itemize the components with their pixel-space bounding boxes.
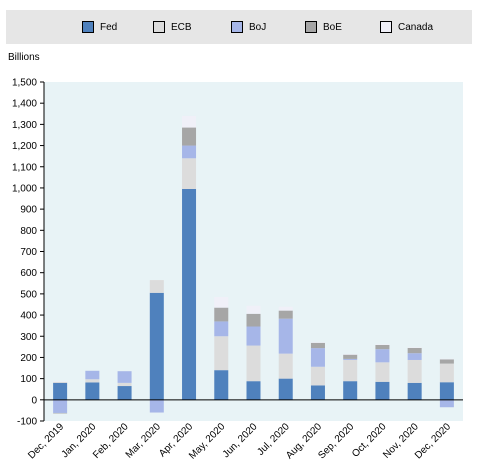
bar-segment-canada — [214, 297, 229, 308]
bar-segment-boj — [85, 370, 100, 380]
bar-segment-fed — [343, 381, 358, 400]
bar-segment-fed — [439, 382, 454, 400]
y-tick-label: -100 — [17, 417, 37, 428]
y-tick-label: 900 — [20, 205, 37, 216]
y-tick-label: 200 — [20, 353, 37, 364]
bar-segment-ecb — [53, 381, 68, 383]
legend-item-boe: BoE — [305, 19, 342, 35]
legend-label: Canada — [398, 21, 434, 33]
bar-segment-boj — [117, 371, 132, 383]
bar-segment-boj — [343, 358, 358, 360]
legend-label: Fed — [100, 21, 118, 33]
bar-segment-ecb — [343, 359, 358, 382]
bar-segment-boj — [375, 349, 390, 363]
legend-item-boj: BoJ — [231, 19, 266, 35]
bar-segment-boj — [182, 145, 197, 159]
y-tick-label: 700 — [20, 247, 37, 258]
y-tick-label: 0 — [31, 395, 37, 406]
bar-segment-boe — [278, 310, 293, 319]
y-tick-label: 600 — [20, 268, 37, 279]
bar-segment-ecb — [214, 336, 229, 371]
bar-segment-fed — [117, 386, 132, 400]
y-tick-label: 300 — [20, 332, 37, 343]
bar-segment-ecb — [278, 353, 293, 379]
y-tick-label: 100 — [20, 374, 37, 385]
bar-segment-fed — [182, 188, 197, 400]
bar-segment-ecb — [246, 345, 261, 382]
bar-segment-canada — [407, 347, 422, 348]
bar-segment-boe — [375, 344, 390, 350]
bar-segment-fed — [407, 382, 422, 400]
bar-segment-boj — [439, 399, 454, 408]
bar-segment-canada — [53, 381, 68, 382]
bar-segment-boj — [53, 399, 68, 413]
bar-segment-canada — [246, 305, 261, 314]
y-tick-label: 1,400 — [12, 99, 37, 110]
legend-item-fed: Fed — [82, 19, 117, 35]
legend-label: BoJ — [249, 21, 267, 33]
bar-segment-ecb — [117, 382, 132, 387]
y-tick-label: 1,300 — [12, 120, 37, 131]
x-tick-label: Dec, 2020 — [413, 421, 453, 461]
bar-segment-canada — [343, 354, 358, 355]
bar-segment-fed — [85, 382, 100, 400]
bar-segment-boj — [310, 348, 325, 367]
legend-item-canada: Canada — [380, 19, 433, 35]
bar-segment-canada — [375, 344, 390, 345]
y-tick-label: 400 — [20, 311, 37, 322]
y-tick-label: 1,100 — [12, 162, 37, 173]
y-tick-label: 800 — [20, 226, 37, 237]
bar-segment-boj — [246, 326, 261, 346]
bar-segment-boj — [278, 318, 293, 354]
chart-legend: Fed ECB BoJ BoE Canada — [6, 10, 472, 44]
bar-segment-ecb — [149, 280, 164, 293]
bar-segment-boe — [343, 354, 358, 359]
bar-segment-fed — [53, 382, 68, 400]
bar-segment-boj — [407, 353, 422, 360]
bar-segment-boe — [310, 342, 325, 349]
bar-segment-ecb — [407, 359, 422, 383]
legend-label: ECB — [171, 21, 192, 33]
bar-segment-boe — [214, 307, 229, 322]
legend-item-ecb: ECB — [153, 19, 192, 35]
bar-segment-ecb — [182, 158, 197, 189]
bar-segment-canada — [439, 358, 454, 360]
bar-segment-canada — [310, 342, 325, 343]
bar-segment-fed — [214, 370, 229, 400]
bar-segment-boe — [53, 412, 68, 414]
bar-segment-fed — [310, 385, 325, 400]
y-tick-label: 500 — [20, 289, 37, 300]
bar-segment-boe — [182, 127, 197, 146]
legend-swatch — [153, 21, 165, 33]
bar-segment-boj — [149, 399, 164, 413]
x-tick-label: Jun, 2020 — [221, 421, 260, 460]
x-tick-label: May, 2020 — [187, 421, 228, 462]
x-tick-label: Mar, 2020 — [124, 421, 164, 461]
bar-segment-boe — [439, 359, 454, 364]
bar-segment-ecb — [85, 379, 100, 383]
bar-segment-boe — [407, 347, 422, 354]
legend-swatch — [82, 21, 94, 33]
bar-segment-ecb — [310, 366, 325, 386]
bar-segment-boj — [214, 321, 229, 337]
bar-segment-fed — [246, 381, 261, 400]
legend-swatch — [380, 21, 392, 33]
legend-swatch — [305, 21, 317, 33]
bar-segment-canada — [182, 115, 197, 128]
bar-segment-fed — [375, 381, 390, 400]
y-tick-label: 1,000 — [12, 183, 37, 194]
legend-swatch — [231, 21, 243, 33]
y-tick-label: 1,500 — [12, 78, 37, 89]
bar-segment-canada — [278, 306, 293, 311]
y-axis-unit-label: Billions — [8, 52, 40, 63]
bar-segment-boe — [246, 313, 261, 327]
bar-segment-fed — [278, 378, 293, 400]
y-tick-label: 1,200 — [12, 141, 37, 152]
bar-segment-ecb — [439, 363, 454, 383]
bar-segment-ecb — [375, 362, 390, 382]
x-tick-label: Sep, 2020 — [316, 421, 356, 461]
legend-label: BoE — [323, 21, 342, 33]
bar-segment-fed — [149, 292, 164, 400]
